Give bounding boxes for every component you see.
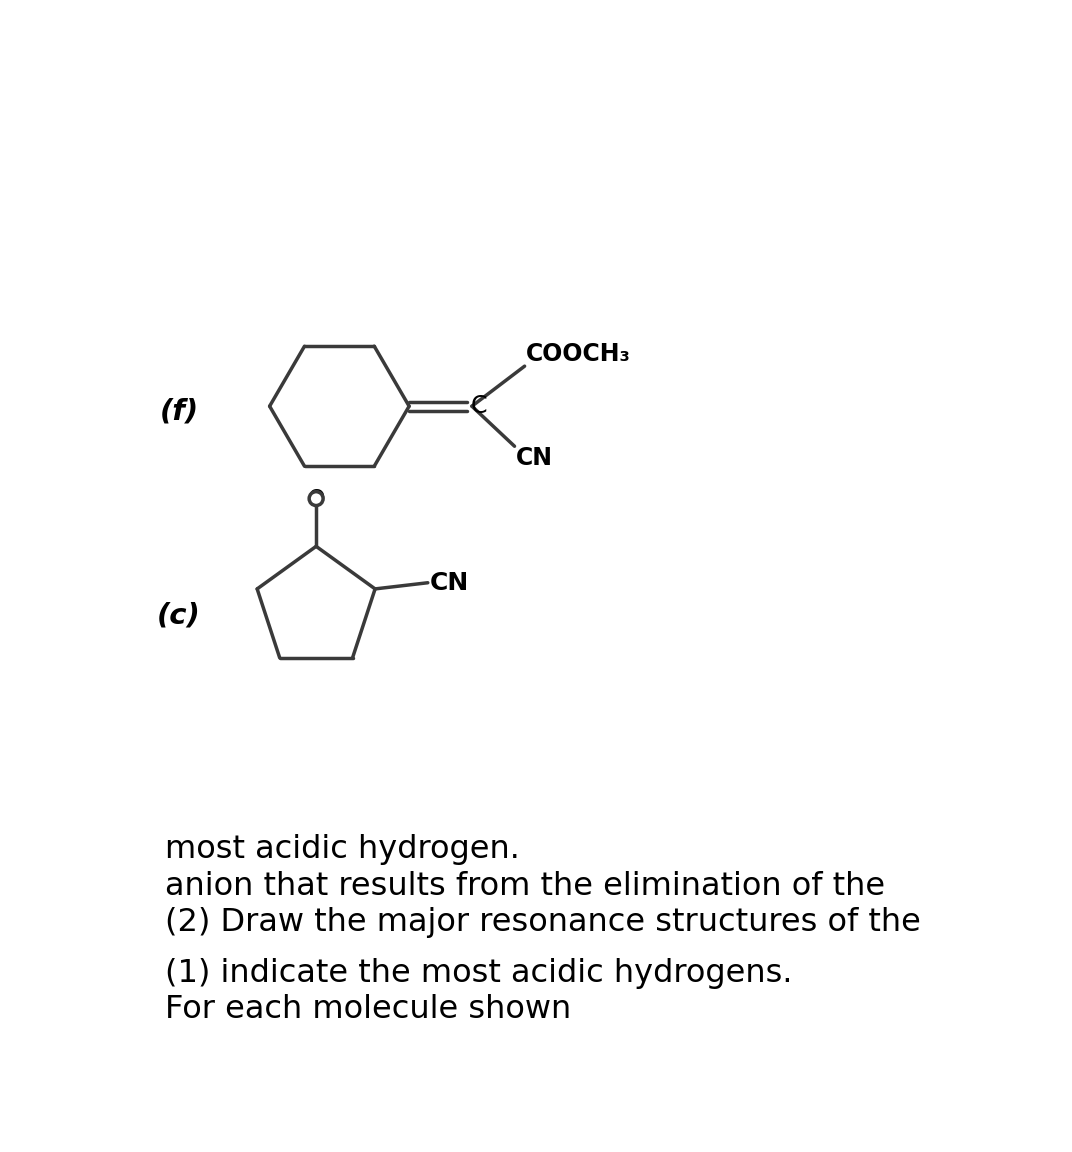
Text: O: O	[308, 488, 325, 508]
Text: anion that results from the elimination of the: anion that results from the elimination …	[165, 871, 885, 902]
Text: C: C	[471, 394, 487, 418]
Text: (1) indicate the most acidic hydrogens.: (1) indicate the most acidic hydrogens.	[165, 958, 792, 990]
Text: For each molecule shown: For each molecule shown	[165, 994, 571, 1025]
Text: most acidic hydrogen.: most acidic hydrogen.	[165, 834, 520, 865]
Circle shape	[309, 492, 323, 506]
Text: (f): (f)	[160, 397, 198, 425]
Text: CN: CN	[516, 446, 553, 470]
Text: (c): (c)	[158, 601, 200, 630]
Text: (2) Draw the major resonance structures of the: (2) Draw the major resonance structures …	[165, 907, 921, 938]
Text: CN: CN	[430, 570, 470, 594]
Text: COOCH₃: COOCH₃	[526, 342, 631, 366]
